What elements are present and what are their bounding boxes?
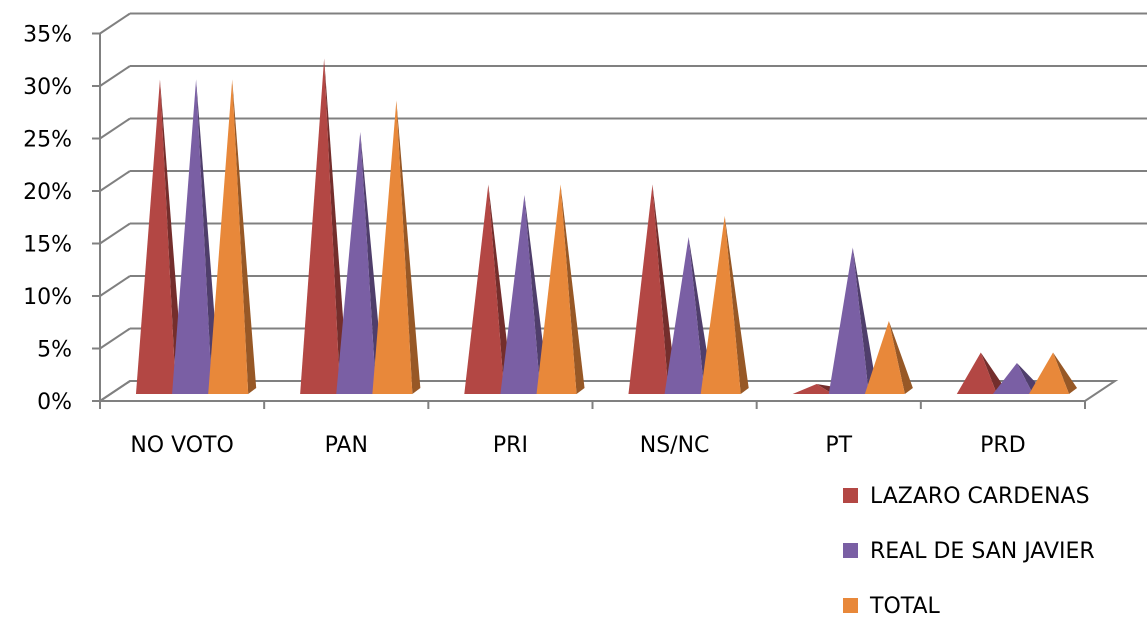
pyramid-side-face [196, 79, 221, 394]
pyramid-front-face [336, 132, 377, 394]
gridlines [99, 12, 1147, 402]
gridline-side [99, 12, 131, 35]
pyramid-front-face [1029, 352, 1070, 394]
y-tick-label: 10% [23, 285, 72, 310]
pyramid-front-face [864, 321, 905, 394]
pyramid-side-face [488, 184, 513, 394]
pyramid-front-face [300, 58, 341, 394]
gridline-side [99, 327, 131, 350]
pyramid-side-face [980, 352, 1005, 394]
y-tick-label: 30% [23, 75, 72, 100]
pyramid-side-face [852, 247, 877, 394]
pyramid-side-face [324, 58, 349, 394]
x-tick-label: NS/NC [640, 433, 710, 458]
data-marks [135, 58, 1078, 394]
pyramid-front-face [464, 184, 505, 394]
pyramid-side-face [159, 79, 184, 394]
gridline-side [99, 65, 131, 87]
pyramid-mark [135, 79, 184, 394]
legend-swatch [843, 543, 858, 558]
y-tick-label: 5% [37, 338, 72, 363]
legend-label: TOTAL [869, 594, 941, 618]
pyramid-front-face [500, 195, 541, 394]
legend-entry: REAL DE SAN JAVIER [843, 539, 1095, 564]
pyramid-front-face [135, 79, 176, 394]
y-tick-label: 0% [37, 390, 72, 415]
pyramid-front-face [792, 384, 833, 394]
pyramid-mark [536, 184, 585, 394]
x-tick-label: NO VOTO [130, 433, 234, 458]
pyramid-front-face [992, 363, 1033, 394]
pyramid-mark [464, 184, 513, 394]
x-axis: NO VOTO PAN PRI NS/NC PT PRD [99, 401, 1086, 458]
x-tick-label: PRD [980, 433, 1026, 458]
y-tick-label: 25% [23, 128, 72, 153]
pyramid-mark [828, 247, 877, 394]
pyramid-front-face [372, 100, 413, 394]
pyramid-mark [700, 216, 749, 394]
pyramid-mark [628, 184, 677, 394]
y-tick-label: 15% [23, 233, 72, 258]
y-tick-label: 35% [23, 23, 72, 48]
x-tick-label: PRI [493, 433, 528, 458]
gridline-side [99, 170, 131, 192]
pyramid-mark [172, 79, 221, 394]
legend-label: REAL DE SAN JAVIER [870, 539, 1095, 564]
pyramid-mark [300, 58, 349, 394]
gridline-side [99, 117, 131, 140]
pyramid-side-face [560, 184, 585, 394]
pyramid-front-face [664, 237, 705, 394]
pyramid-side-face [724, 216, 749, 394]
pyramid-side-face [1053, 352, 1078, 394]
pyramid-front-face [172, 79, 213, 394]
pyramid-side-face [888, 321, 913, 394]
pyramid-front-face [536, 184, 577, 394]
legend: LAZARO CARDENAS REAL DE SAN JAVIER TOTAL [843, 484, 1095, 618]
y-axis: 0% 5% 10% 15% 20% 25% 30% 35% [23, 23, 100, 415]
pyramid-mark [208, 79, 257, 394]
legend-entry: LAZARO CARDENAS [843, 484, 1090, 509]
pyramid-mark [1029, 352, 1078, 394]
pyramid-side-face [396, 100, 421, 394]
pyramid-front-face [208, 79, 249, 394]
legend-swatch [843, 488, 858, 503]
pyramid-mark [864, 321, 913, 394]
pyramid-front-face [828, 247, 869, 394]
gridline-side [99, 222, 131, 245]
pyramid-front-face [700, 216, 741, 394]
y-tick-label: 20% [23, 180, 72, 205]
legend-label: LAZARO CARDENAS [870, 484, 1090, 509]
pyramid-mark [956, 352, 1005, 394]
gridline-side [99, 275, 131, 297]
x-tick-label: PT [825, 433, 852, 458]
pyramid-front-face [956, 352, 997, 394]
legend-entry: TOTAL [843, 594, 941, 618]
x-tick-label: PAN [325, 433, 368, 458]
pyramid-front-face [628, 184, 669, 394]
legend-swatch [843, 598, 858, 613]
pyramid-side-face [652, 184, 677, 394]
pyramid-mark [372, 100, 421, 394]
pyramid-side-face [232, 79, 257, 394]
